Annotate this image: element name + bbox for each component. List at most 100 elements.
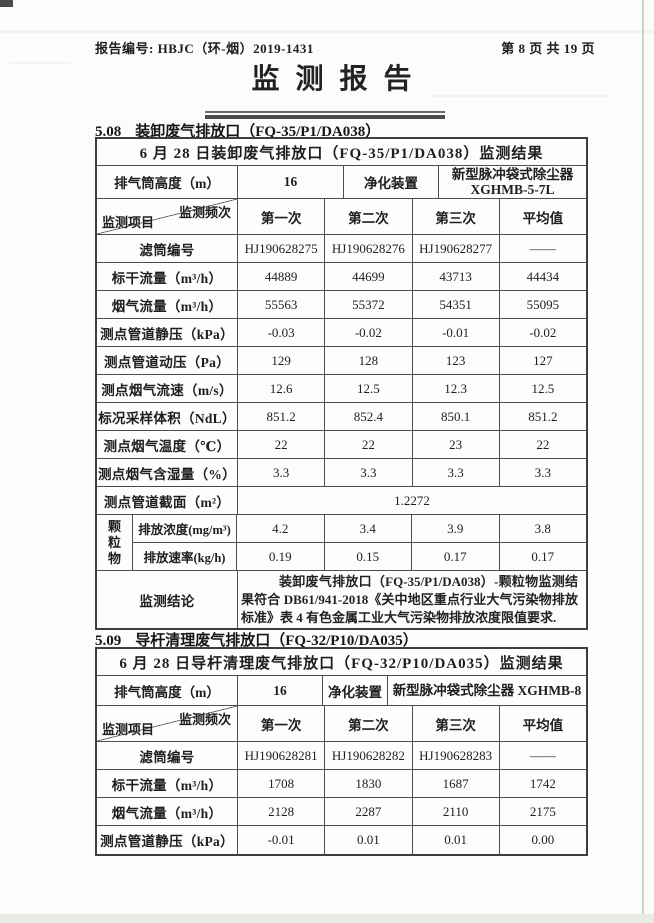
cell-value: -0.03 — [238, 319, 326, 346]
scan-corner-mark — [0, 0, 13, 7]
cell-value: —— — [529, 747, 556, 763]
row-label: 测点烟气温度（℃） — [97, 431, 238, 458]
cell-value: 12.5 — [531, 380, 555, 396]
frequency-column-header: 平均值 — [522, 717, 564, 733]
table-title: 6 月 28 日导杆清理废气排放口（FQ-32/P10/DA035）监测结果 — [119, 655, 564, 672]
table-title-row: 6 月 28 日导杆清理废气排放口（FQ-32/P10/DA035）监测结果 — [97, 649, 586, 676]
table-data-row: 测点烟气流速（m/s） 12.6 12.5 12.3 12.5 — [97, 375, 586, 403]
section-heading-5-09: 5.09 导杆清理废气排放口（FQ-32/P10/DA035） — [95, 629, 418, 650]
cell-value: 23 — [413, 431, 500, 458]
cell-value: 852.4 — [325, 403, 413, 430]
table-data-row: 滤筒编号 HJ190628275 HJ190628276 HJ190628277 —— — [97, 235, 586, 263]
cell-value: 22 — [536, 436, 550, 452]
table-data-row: 标干流量（m³/h） 44889 44699 43713 44434 — [97, 263, 586, 291]
cell-value: 2287 — [325, 798, 413, 825]
cell-value: 1708 — [238, 770, 326, 797]
cell-value: 12.5 — [325, 375, 413, 402]
section-number: 5.09 — [95, 633, 122, 649]
cell-value: -0.01 — [238, 826, 326, 854]
group-label-char: 颗 — [107, 518, 121, 534]
table-title: 6 月 28 日装卸废气排放口（FQ-35/P1/DA038）监测结果 — [139, 145, 544, 162]
cell-value: 12.6 — [238, 375, 326, 402]
cell-value: 3.3 — [413, 459, 500, 486]
cell-value: 3.8 — [534, 520, 551, 536]
cell-value: 850.1 — [413, 403, 500, 430]
table-data-row: 标况采样体积（NdL） 851.2 852.4 850.1 851.2 — [97, 403, 586, 431]
group-label-char: 物 — [107, 550, 121, 566]
row-label: 标干流量（m³/h） — [97, 770, 238, 797]
table-info-row: 排气筒高度（m） 16 净化装置 新型脉冲袋式除尘器 XGHMB-5-7L — [97, 166, 586, 199]
diagonal-header-cell: 监测频次 监测项目 — [97, 199, 238, 234]
conclusion-text: 装卸废气排放口（FQ-35/P1/DA038）-颗粒物监测结果符合 DB61/9… — [241, 574, 578, 625]
cell-value: 4.2 — [237, 515, 325, 542]
cell-value: 0.19 — [237, 543, 325, 570]
cell-value: HJ190628277 — [413, 235, 500, 262]
monitoring-table-fq35: 6 月 28 日装卸废气排放口（FQ-35/P1/DA038）监测结果排气筒高度… — [95, 137, 588, 630]
table-group-rows: 颗粒物排放浓度(mg/m³) 4.2 3.4 3.9 3.8 排放速率(kg/h) 0.19… — [97, 515, 586, 571]
document-title: 监测报告 — [251, 64, 428, 95]
cell-value: 44699 — [325, 263, 413, 290]
cell-value: 127 — [533, 352, 553, 368]
table-data-row: 标干流量（m³/h） 1708 1830 1687 1742 — [97, 770, 586, 798]
diagonal-header-cell: 监测频次监测项目 — [97, 706, 238, 741]
stack-height-value: 16 — [238, 676, 323, 705]
frequency-column-header: 第一次 — [238, 706, 326, 741]
table-data-row: 测点管道静压（kPa） -0.01 0.01 0.01 0.00 — [97, 826, 586, 854]
cell-value: -0.01 — [413, 319, 500, 346]
cell-value: HJ190628276 — [325, 235, 413, 262]
table-data-row: 滤筒编号 HJ190628281 HJ190628282 HJ190628283 —— — [97, 742, 586, 770]
stack-height-label: 排气筒高度（m） — [97, 166, 238, 198]
page-header: 报告编号: HBJC（环-烟）2019-1431 第 8 页 共 19 页 — [95, 38, 595, 57]
cell-value: 128 — [325, 347, 413, 374]
cell-value: HJ190628283 — [413, 742, 500, 769]
cell-value: 43713 — [413, 263, 500, 290]
row-label: 排放速率(kg/h) — [133, 543, 237, 570]
table-info-row: 排气筒高度（m） 16 净化装置 新型脉冲袋式除尘器 XGHMB-8 — [97, 676, 586, 706]
cell-value: 12.3 — [413, 375, 500, 402]
cell-value: 44434 — [526, 268, 560, 284]
scan-page-edge — [642, 0, 644, 923]
stack-height-value: 16 — [238, 166, 344, 198]
scan-streak — [430, 95, 610, 97]
section-title: 装卸废气排放口（FQ-35/P1/DA038） — [135, 124, 381, 140]
purifier-value: 新型脉冲袋式除尘器 XGHMB-5-7L — [451, 167, 574, 197]
group-label: 颗粒物 — [97, 515, 133, 570]
table-data-row: 测点管道动压（Pa） 129 128 123 127 — [97, 347, 586, 375]
cell-value: 0.17 — [412, 543, 500, 570]
frequency-column-header: 第三次 — [413, 199, 500, 234]
cell-value: 44889 — [238, 263, 326, 290]
cell-value: 0.01 — [413, 826, 500, 854]
purifier-label: 净化装置 — [344, 166, 439, 198]
group-body: 排放浓度(mg/m³) 4.2 3.4 3.9 3.8 排放速率(kg/h) 0.19 0.1… — [133, 515, 586, 570]
row-label: 监测结论 — [97, 571, 238, 628]
row-label: 测点烟气含湿量（%） — [97, 459, 238, 486]
cell-value: 2175 — [529, 803, 556, 819]
section-number: 5.08 — [95, 124, 122, 140]
cell-value: -0.02 — [325, 319, 413, 346]
cell-value: 0.15 — [325, 543, 412, 570]
table-data-row: 测点管道静压（kPa） -0.03 -0.02 -0.01 -0.02 — [97, 319, 586, 347]
item-label: 监测项目 — [102, 722, 155, 737]
purifier-value: 新型脉冲袋式除尘器 XGHMB-8 — [392, 683, 582, 698]
cell-value: 1687 — [413, 770, 500, 797]
cell-value: —— — [529, 240, 556, 256]
frequency-column-header: 第二次 — [325, 199, 413, 234]
row-label: 测点管道动压（Pa） — [97, 347, 238, 374]
cell-value: 0.17 — [531, 548, 555, 564]
cell-value: 22 — [325, 431, 413, 458]
frequency-label: 监测频次 — [178, 712, 231, 727]
cell-value: 851.2 — [238, 403, 326, 430]
section-heading-5-08: 5.08 装卸废气排放口（FQ-35/P1/DA038） — [95, 120, 380, 141]
table-conclusion-row: 监测结论 装卸废气排放口（FQ-35/P1/DA038）-颗粒物监测结果符合 DB… — [97, 571, 586, 628]
table-frequency-header-row: 监测频次 监测项目 第一次 第二次 第三次 平均值 — [97, 199, 586, 235]
scan-streak — [10, 62, 70, 64]
cell-value: 129 — [238, 347, 326, 374]
row-label: 测点管道静压（kPa） — [97, 826, 238, 854]
cell-value: 2128 — [238, 798, 326, 825]
report-number: 报告编号: HBJC（环-烟）2019-1431 — [95, 41, 314, 56]
table-data-row: 烟气流量（m³/h） 55563 55372 54351 55095 — [97, 291, 586, 319]
cell-value: 55563 — [238, 291, 326, 318]
row-label: 测点管道截面（m²） — [97, 487, 238, 514]
cell-value: HJ190628275 — [238, 235, 326, 262]
